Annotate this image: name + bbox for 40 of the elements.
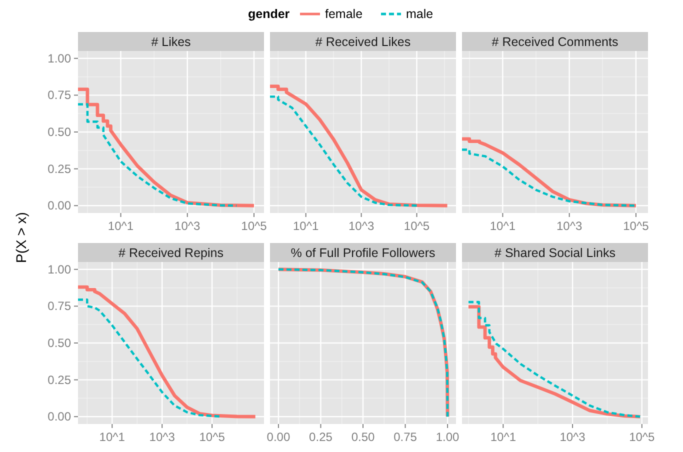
x-tick-label: 10^5 [199,430,226,444]
x-tick-label: 10^1 [293,219,319,233]
y-tick-label: 0.25 [48,372,72,387]
y-tick-label: 0.75 [48,88,72,102]
x-tick-label: 10^5 [241,219,268,233]
y-tick-label: 0.75 [48,299,72,314]
legend-label: male [406,7,434,21]
x-tick-label: 10^3 [560,430,586,444]
x-tick-label: 10^5 [629,430,656,444]
x-tick-label: 0.25 [309,430,333,444]
x-tick-label: 10^1 [490,219,516,233]
y-tick-label: 0.00 [48,198,72,213]
x-tick-label: 10^3 [556,219,582,233]
y-tick-label: 0.25 [48,162,72,176]
x-tick-label: 10^3 [174,219,201,233]
x-tick-label: 10^1 [490,430,516,444]
chart-title: # Received Likes [315,35,411,49]
chart-title: # Shared Social Links [494,246,616,260]
x-tick-label: 10^3 [149,430,176,444]
legend-label: female [325,7,363,21]
x-tick-label: 1.00 [436,430,460,444]
y-tick-label: 0.00 [48,410,72,424]
y-tick-label: 1.00 [48,51,72,66]
x-tick-label: 0.50 [351,430,375,444]
y-tick-label: 1.00 [48,262,72,276]
y-tick-label: 0.50 [48,125,72,139]
chart-title: # Likes [151,35,191,49]
x-tick-label: 0.75 [394,430,418,444]
x-tick-label: 10^5 [404,219,430,233]
x-tick-label: 0.00 [266,430,290,444]
chart-title: % of Full Profile Followers [290,246,436,260]
y-axis-title: P(X > x) [13,212,29,263]
y-tick-label: 0.50 [48,336,72,350]
legend-title: gender [248,7,290,21]
x-tick-label: 10^1 [108,219,134,233]
chart-title: # Received Repins [118,246,224,260]
x-tick-label: 10^5 [623,219,650,233]
chart-title: # Received Comments [492,35,618,49]
x-tick-label: 10^1 [99,430,126,444]
x-tick-label: 10^3 [348,219,374,233]
